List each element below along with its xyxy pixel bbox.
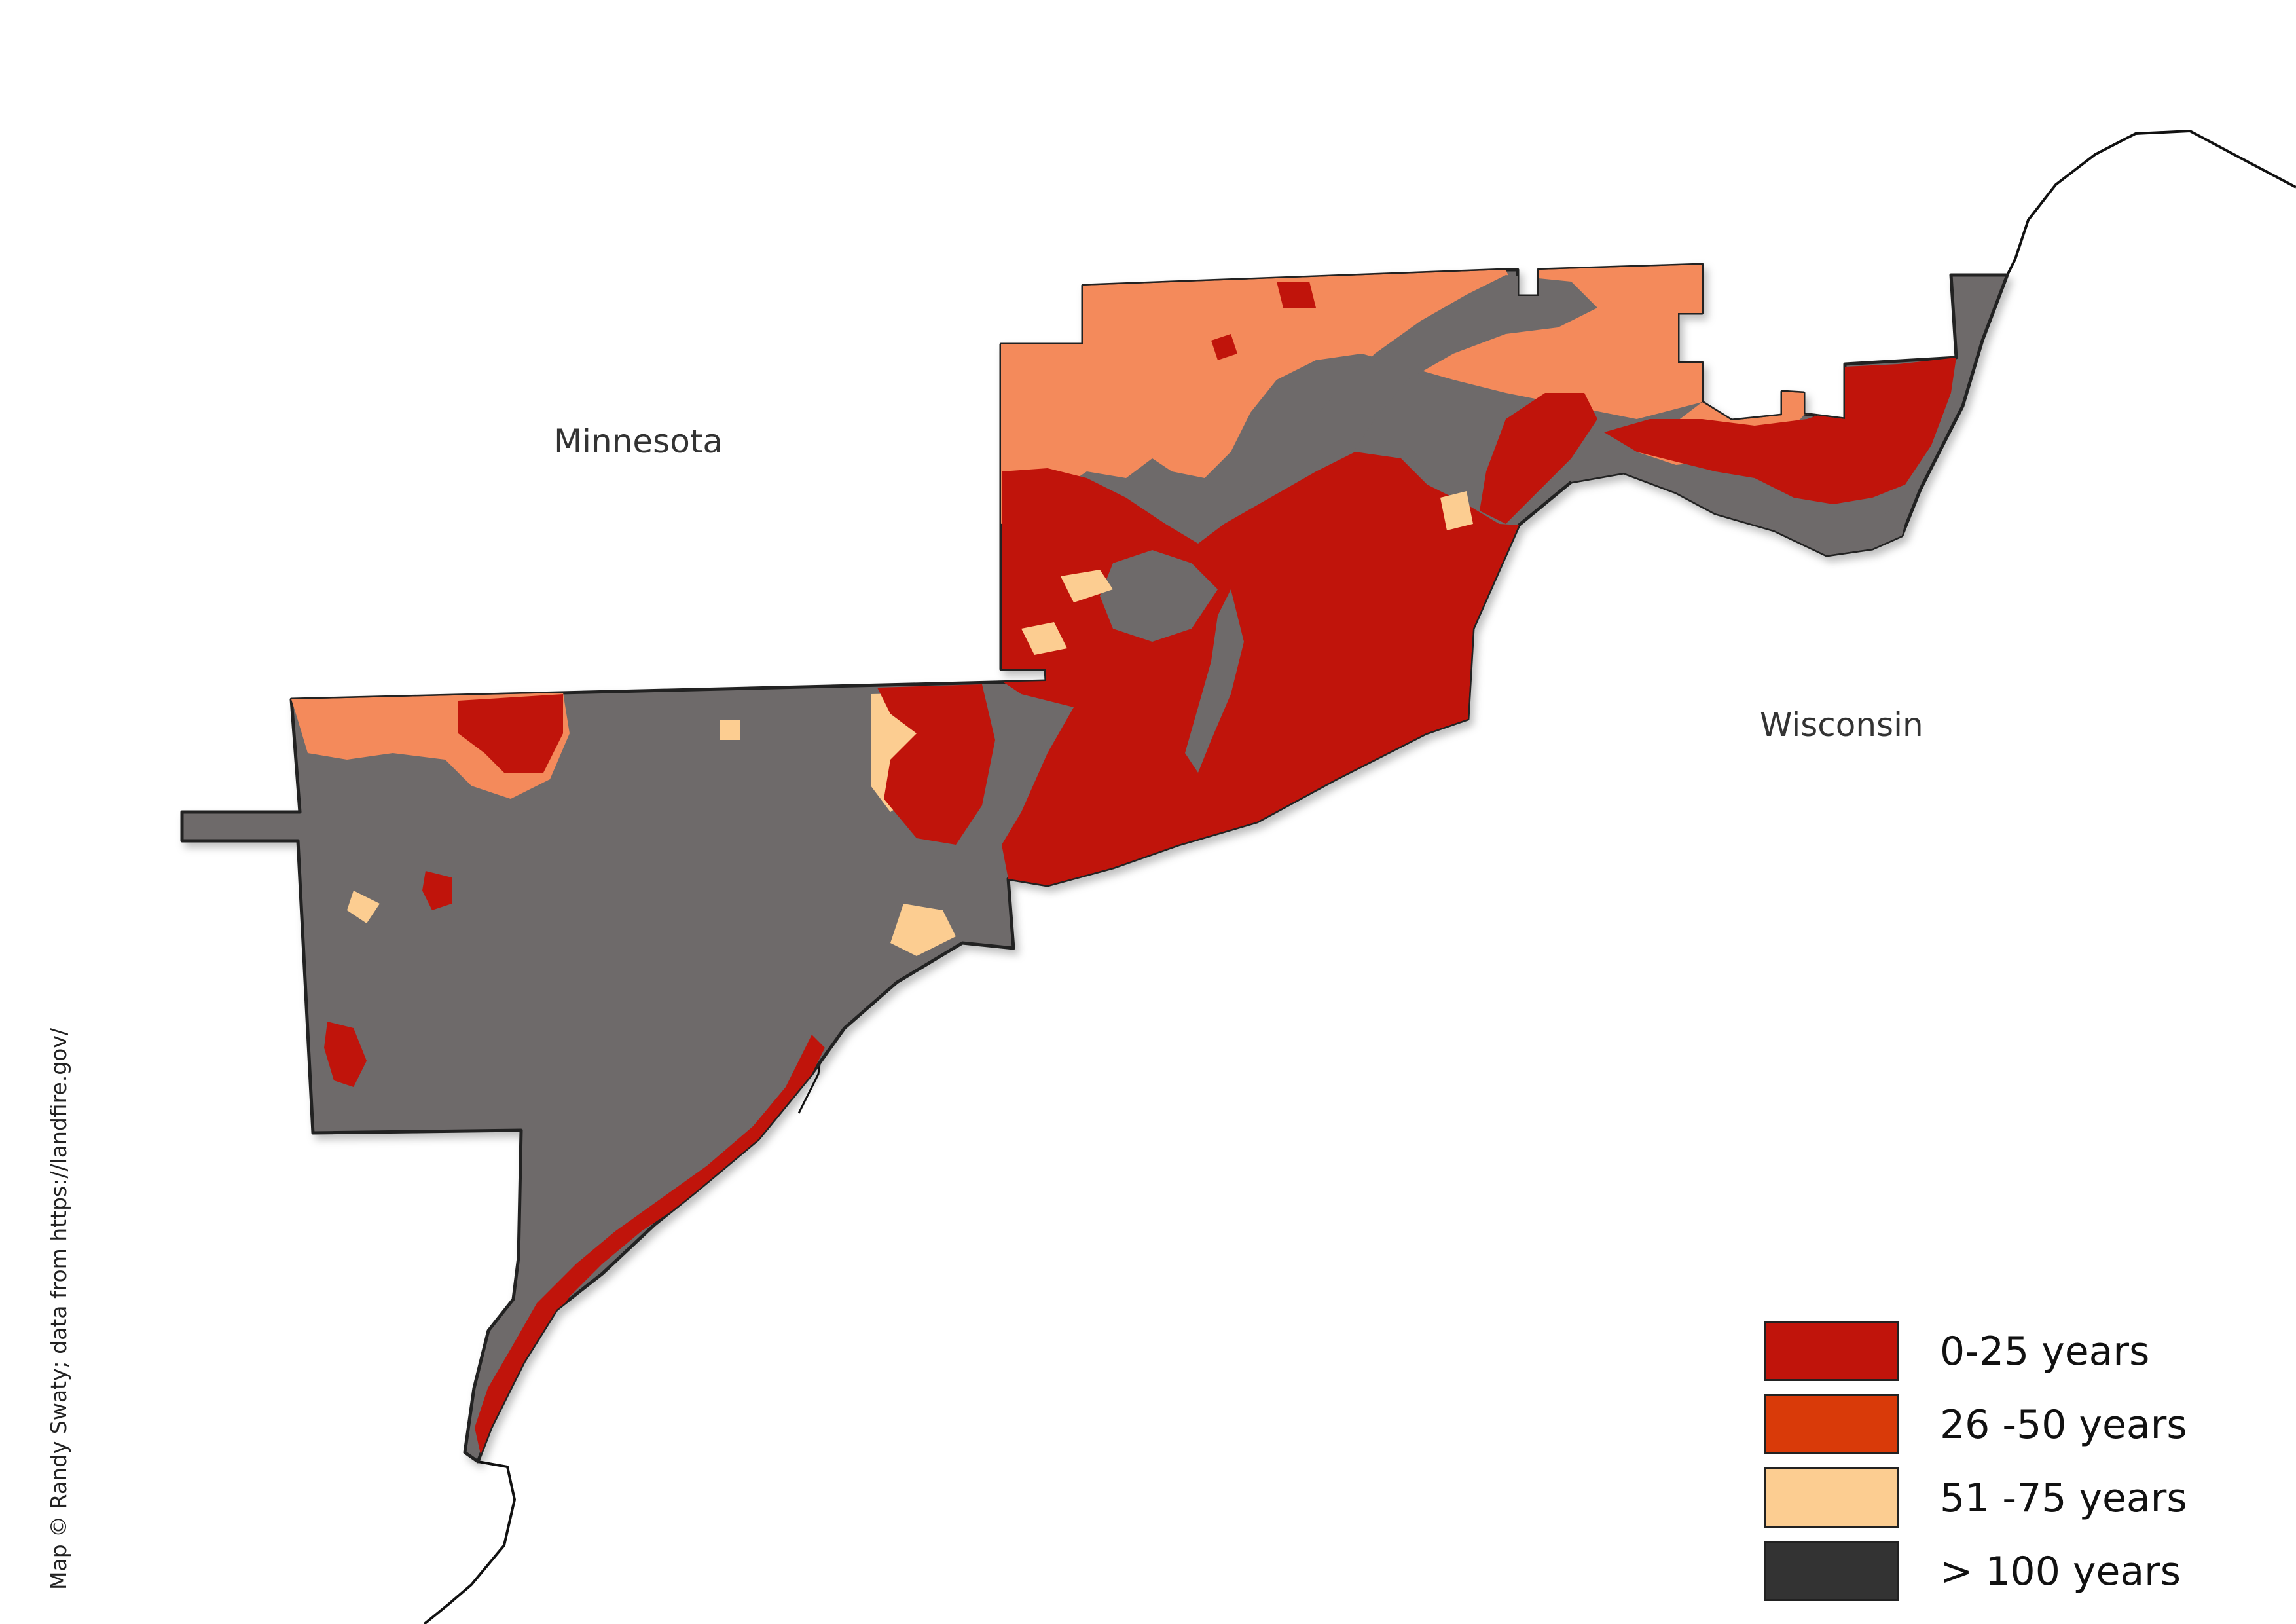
zone-grey-ne-river [1571,452,1912,555]
legend-item-51-75: 51 -75 years [1764,1465,2236,1530]
legend-label-0-25: 0-25 years [1940,1329,2150,1375]
state-boundary-line [2006,129,2296,276]
zone-red-patch-north-2 [1277,282,1316,308]
zone-red-patch-north-1 [1211,334,1237,360]
zone-red-sw-river [475,1035,825,1457]
legend-swatch-over-100 [1764,1541,1899,1601]
zone-red-midwest [877,684,995,845]
zone-peach-sw-river [890,904,956,956]
minnesota-label: Minnesota [554,422,723,460]
zone-grey-central-lobe [1100,550,1218,642]
zone-red-patch-west-1 [324,1022,367,1087]
legend-swatch-51-75 [1764,1467,1899,1528]
map-credit: Map © Randy Swaty; data from https://lan… [46,1027,71,1590]
zone-red-ne-diagonal [1480,393,1597,524]
legend-label-51-75: 51 -75 years [1940,1475,2187,1521]
state-boundary-line-south [423,1460,517,1624]
wisconsin-label: Wisconsin [1760,706,1923,744]
legend-swatch-0-25 [1764,1321,1899,1381]
legend-label-26-50: 26 -50 years [1940,1402,2187,1448]
zone-red-northeast [1604,358,1956,504]
legend-label-over-100: > 100 years [1940,1549,2181,1595]
zone-grey-river-channel [1185,589,1244,773]
legend-swatch-26-50 [1764,1394,1899,1454]
legend-item-26-50: 26 -50 years [1764,1392,2236,1457]
zone-red-west-north [458,694,563,773]
legend-item-0-25: 0-25 years [1764,1318,2236,1384]
legend-item-over-100: > 100 years [1764,1538,2236,1604]
zone-red-patch-west-2 [422,871,452,910]
